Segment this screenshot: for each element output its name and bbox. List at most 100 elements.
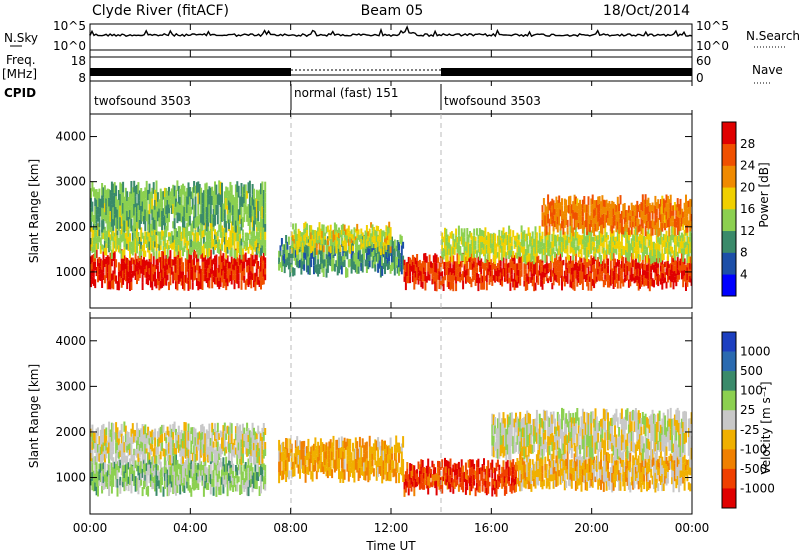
heatmap-cell	[501, 280, 504, 287]
heatmap-cell	[294, 448, 297, 457]
heatmap-cell	[144, 434, 147, 444]
heatmap-cell	[205, 248, 208, 257]
heatmap-cell	[257, 463, 260, 473]
heatmap-cell	[237, 209, 240, 221]
heatmap-cell	[123, 421, 126, 432]
heatmap-cell	[669, 218, 672, 227]
heatmap-cell	[623, 224, 626, 232]
heatmap-cell	[152, 482, 155, 489]
heatmap-cell	[236, 475, 239, 484]
heatmap-cell	[143, 480, 145, 490]
heatmap-cell	[229, 250, 232, 257]
heatmap-cell	[319, 463, 322, 473]
heatmap-cell	[343, 244, 346, 252]
heatmap-cell	[303, 228, 306, 235]
heatmap-cell	[237, 229, 240, 236]
heatmap-cell	[653, 279, 655, 288]
heatmap-cell	[173, 471, 176, 479]
heatmap-cell	[668, 268, 671, 272]
heatmap-cell	[640, 262, 643, 269]
heatmap-cell	[641, 219, 644, 229]
heatmap-cell	[679, 214, 682, 223]
heatmap-cell	[310, 239, 313, 247]
heatmap-cell	[95, 445, 98, 454]
heatmap-cell	[418, 464, 421, 471]
heatmap-cell	[110, 485, 113, 494]
heatmap-cell	[547, 240, 550, 248]
heatmap-cell	[357, 470, 360, 481]
heatmap-cell	[92, 261, 95, 270]
heatmap-cell	[286, 249, 289, 258]
heatmap-cell	[690, 240, 692, 249]
heatmap-cell	[629, 250, 632, 257]
heatmap-cell	[246, 266, 249, 273]
heatmap-cell	[634, 204, 637, 211]
heatmap-cell	[572, 235, 575, 242]
heatmap-cell	[307, 466, 310, 475]
heatmap-cell	[103, 474, 106, 482]
heatmap-cell	[325, 268, 328, 278]
heatmap-cell	[251, 238, 254, 247]
heatmap-cell	[138, 269, 141, 279]
heatmap-cell	[498, 252, 501, 261]
heatmap-cell	[119, 430, 122, 437]
heatmap-cell	[300, 250, 303, 259]
heatmap-cell	[233, 451, 236, 458]
heatmap-cell	[586, 219, 589, 228]
heatmap-cell	[685, 241, 687, 248]
heatmap-cell	[230, 423, 233, 434]
heatmap-cell	[342, 223, 345, 230]
heatmap-cell	[651, 210, 654, 220]
heatmap-cell	[607, 203, 609, 211]
heatmap-cell	[109, 234, 112, 240]
heatmap-cell	[186, 456, 189, 465]
heatmap-cell	[597, 221, 600, 231]
heatmap-cell	[166, 452, 169, 462]
heatmap-cell	[134, 460, 137, 469]
heatmap-cell	[262, 244, 265, 253]
heatmap-cell	[247, 182, 250, 194]
heatmap-cell	[548, 249, 551, 257]
heatmap-cell	[335, 238, 338, 247]
heatmap-cell	[478, 260, 481, 267]
heatmap-cell	[489, 276, 492, 283]
heatmap-cell	[529, 277, 531, 283]
heatmap-cell	[241, 271, 244, 281]
heatmap-cell	[264, 268, 267, 275]
heatmap-cell	[411, 254, 414, 262]
heatmap-cell	[110, 462, 113, 471]
heatmap-cell	[602, 214, 605, 222]
heatmap-cell	[565, 208, 568, 217]
heatmap-cell	[444, 262, 446, 267]
heatmap-cell	[144, 187, 147, 199]
heatmap-cell	[551, 198, 554, 206]
heatmap-cell	[464, 276, 467, 284]
heatmap-cell	[335, 231, 338, 239]
heatmap-cell	[243, 478, 246, 485]
heatmap-cell	[473, 267, 476, 274]
heatmap-cell	[657, 261, 660, 268]
heatmap-cell	[640, 235, 643, 240]
heatmap-cell	[229, 236, 232, 244]
heatmap-cell	[593, 256, 596, 265]
heatmap-cell	[226, 270, 229, 279]
heatmap-cell	[368, 254, 371, 261]
heatmap-cell	[244, 184, 247, 195]
heatmap-cell	[403, 489, 406, 497]
heatmap-cell	[637, 236, 640, 246]
heatmap-cell	[556, 271, 559, 277]
heatmap-cell	[526, 248, 529, 256]
heatmap-cell	[207, 249, 210, 259]
heatmap-cell	[230, 467, 233, 475]
heatmap-cell	[317, 231, 320, 236]
heatmap-cell	[200, 214, 203, 223]
heatmap-cell	[425, 480, 428, 489]
heatmap-cell	[194, 454, 197, 463]
heatmap-cell	[522, 239, 524, 247]
heatmap-cell	[94, 189, 97, 198]
heatmap-cell	[254, 439, 257, 449]
heatmap-cell	[602, 253, 605, 260]
heatmap-cell	[223, 244, 226, 253]
heatmap-cell	[331, 245, 334, 254]
heatmap-cell	[662, 253, 665, 260]
